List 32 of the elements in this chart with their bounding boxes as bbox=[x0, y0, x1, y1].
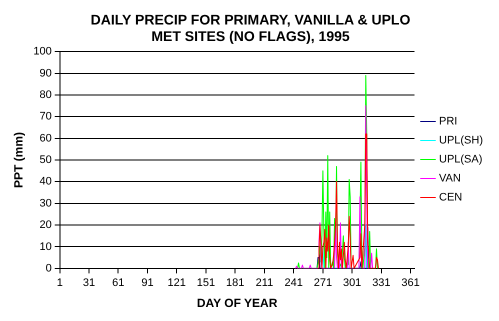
x-tick-label: 301 bbox=[342, 277, 362, 290]
y-axis-title: PPT (mm) bbox=[12, 132, 26, 188]
x-tick-label: 91 bbox=[141, 277, 154, 290]
x-tick-label: 1 bbox=[56, 277, 63, 290]
y-tick-label: 40 bbox=[40, 176, 52, 188]
legend-label: UPL(SA) bbox=[438, 154, 482, 166]
x-tick-label: 151 bbox=[196, 277, 216, 290]
legend-label: CEN bbox=[438, 192, 462, 204]
y-tick-label: 60 bbox=[40, 132, 52, 144]
y-tick-label: 70 bbox=[40, 110, 52, 123]
y-tick-label: 30 bbox=[40, 197, 52, 210]
x-tick-label: 241 bbox=[284, 277, 303, 290]
y-tick-label: 20 bbox=[40, 219, 52, 232]
y-tick-label: 0 bbox=[46, 262, 52, 274]
y-tick-label: 90 bbox=[40, 67, 52, 80]
y-tick-label: 100 bbox=[33, 46, 52, 58]
y-tick-label: 50 bbox=[40, 154, 52, 166]
x-tick-label: 181 bbox=[226, 277, 244, 290]
x-tick-label: 121 bbox=[168, 277, 186, 290]
legend-label: UPL(SH) bbox=[438, 134, 484, 147]
legend-label: PRI bbox=[438, 116, 458, 128]
y-tick-label: 10 bbox=[40, 240, 52, 253]
x-tick-label: 31 bbox=[82, 277, 96, 290]
chart-title: DAILY PRECIP FOR PRIMARY, VANILLA & UPLO MET SITES (NO FLAGS), 1995 bbox=[90, 11, 410, 44]
x-tick-label: 61 bbox=[112, 277, 124, 290]
x-tick-label: 211 bbox=[256, 277, 274, 290]
x-tick-label: 361 bbox=[401, 277, 420, 290]
y-tick-label: 80 bbox=[40, 88, 52, 101]
x-axis-title: DAY OF YEAR bbox=[196, 296, 278, 310]
legend-label: VAN bbox=[438, 172, 461, 185]
x-tick-label: 331 bbox=[372, 277, 391, 290]
x-tick-label: 271 bbox=[314, 277, 332, 290]
